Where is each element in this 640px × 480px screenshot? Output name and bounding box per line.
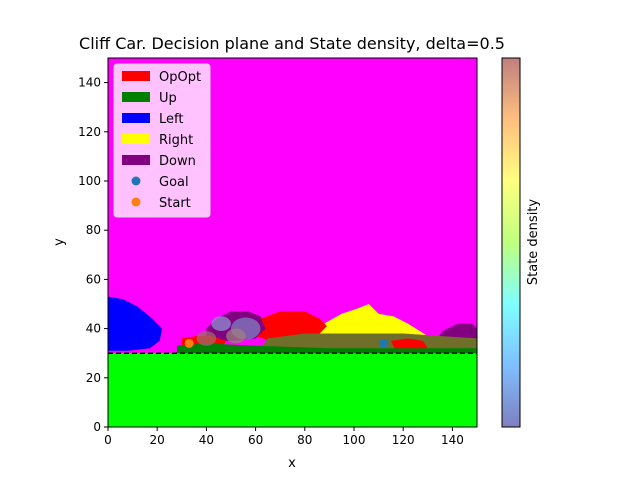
colorbar-label: State density	[526, 199, 541, 286]
y-axis: 0 20 40 60 80 100 120 140	[78, 76, 108, 434]
marker-layer	[184, 338, 389, 348]
legend-swatch	[122, 113, 150, 123]
x-tick-label: 20	[150, 433, 165, 447]
legend-label: Up	[159, 91, 177, 106]
x-tick-label: 80	[297, 433, 312, 447]
x-tick-label: 100	[343, 433, 366, 447]
x-tick-label: 60	[248, 433, 263, 447]
x-tick-label: 140	[441, 433, 464, 447]
legend-label: Left	[159, 112, 183, 127]
chart-title: Cliff Car. Decision plane and State dens…	[79, 34, 505, 53]
y-tick-label: 80	[86, 223, 101, 237]
legend-label: Goal	[159, 175, 189, 190]
cliff-region	[108, 353, 477, 427]
legend-swatch	[122, 155, 150, 165]
region-up	[176, 343, 477, 354]
density-layer	[196, 316, 261, 346]
legend-marker	[131, 197, 141, 207]
y-tick-label: 60	[86, 272, 101, 286]
density-blob	[226, 328, 246, 344]
region-opopt	[390, 338, 428, 351]
legend-swatch	[122, 92, 150, 102]
legend-label: Start	[159, 196, 191, 211]
y-tick-label: 20	[86, 371, 101, 385]
x-axis: 0 20 40 60 80 100 120 140	[104, 427, 464, 447]
start-point	[184, 338, 194, 348]
y-tick-label: 40	[86, 322, 101, 336]
goal-point	[379, 338, 389, 348]
y-tick-label: 140	[78, 76, 101, 90]
y-tick-label: 0	[93, 420, 101, 434]
x-tick-label: 40	[199, 433, 214, 447]
legend-swatch	[122, 71, 150, 81]
legend-label: Right	[159, 133, 193, 148]
legend: OpOpt Up Left Right Down Goal Start	[113, 63, 211, 218]
density-blob	[211, 316, 231, 332]
y-tick-label: 100	[78, 174, 101, 188]
legend-marker	[131, 176, 141, 186]
y-axis-label: y	[52, 238, 67, 246]
density-blob	[196, 331, 217, 346]
legend-label: Down	[159, 154, 196, 169]
plot-frame	[107, 57, 478, 428]
legend-label: OpOpt	[159, 70, 201, 85]
x-tick-label: 120	[392, 433, 415, 447]
y-tick-label: 120	[78, 125, 101, 139]
colorbar	[501, 57, 521, 428]
x-tick-label: 0	[104, 433, 112, 447]
legend-swatch	[122, 134, 150, 144]
x-axis-label: x	[288, 456, 296, 471]
region-left	[108, 296, 163, 351]
